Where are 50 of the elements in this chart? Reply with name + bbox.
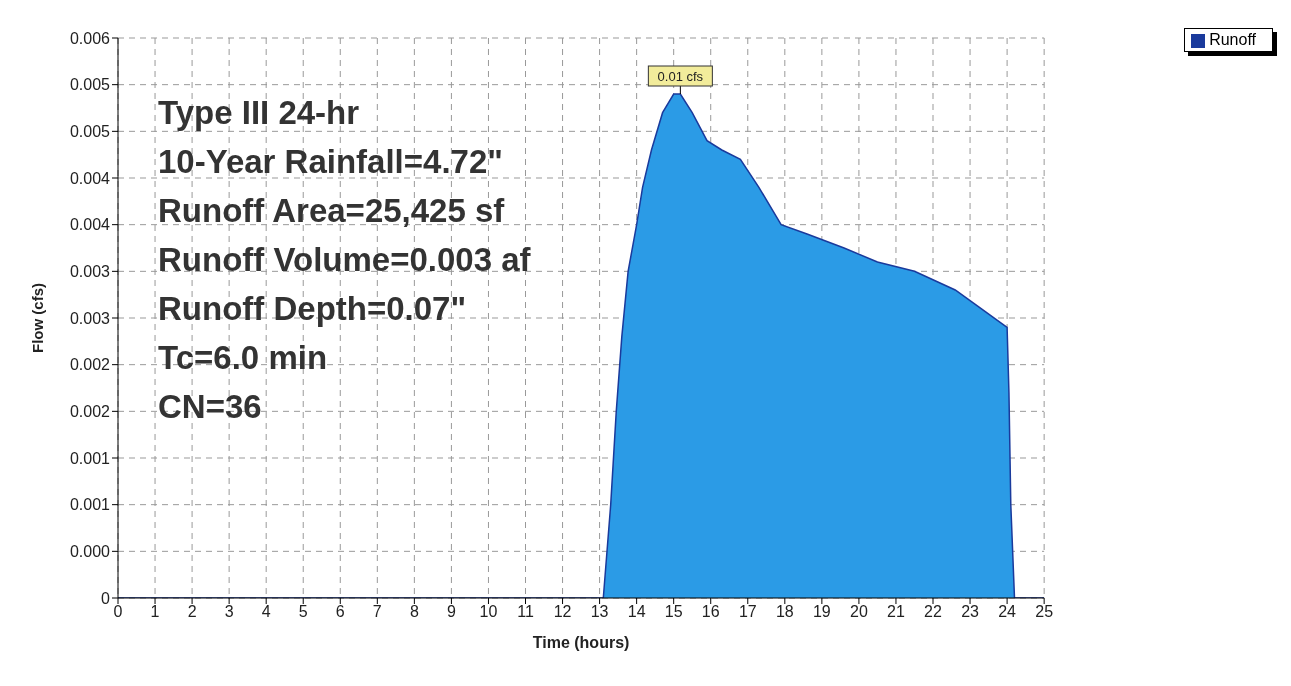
x-tick-label: 6 xyxy=(335,603,345,621)
x-tick-label: 14 xyxy=(627,603,646,621)
annotation: 0.01 cfs xyxy=(657,69,704,84)
x-tick-label: 7 xyxy=(372,603,382,621)
x-tick-label: 9 xyxy=(446,603,456,621)
y-tick-label: 0.005 xyxy=(69,76,111,94)
x-tick-label: 17 xyxy=(738,603,757,621)
x-tick-label: 0 xyxy=(113,603,123,621)
annotation: Runoff Area=25,425 sf xyxy=(158,191,506,231)
y-tick-label: 0 xyxy=(101,589,111,607)
x-tick-label: 21 xyxy=(887,603,905,621)
y-tick-label: 0.004 xyxy=(69,169,111,187)
x-tick-label: 20 xyxy=(850,603,868,621)
y-tick-label: 0.003 xyxy=(69,309,111,327)
y-tick-label: 0.001 xyxy=(69,449,111,467)
annotation: Runoff Volume=0.003 af xyxy=(158,240,531,280)
x-tick-label: 5 xyxy=(298,603,308,621)
legend-label: Runoff xyxy=(1209,31,1256,48)
x-tick-label: 16 xyxy=(701,603,720,621)
x-tick-label: 19 xyxy=(812,603,831,621)
x-tick-label: 2 xyxy=(187,603,197,621)
x-tick-label: 22 xyxy=(924,603,942,621)
x-tick-label: 25 xyxy=(1035,603,1054,621)
x-tick-label: 3 xyxy=(224,603,234,621)
x-tick-label: 8 xyxy=(409,603,419,621)
x-axis-title: Time (hours) xyxy=(532,634,630,651)
annotation: CN=36 xyxy=(158,387,263,427)
x-tick-label: 1 xyxy=(150,603,160,621)
x-tick-label: 15 xyxy=(664,603,683,621)
annotation: Tc=6.0 min xyxy=(158,338,329,378)
x-tick-label: 11 xyxy=(517,603,534,621)
x-tick-label: 23 xyxy=(961,603,980,621)
y-tick-label: 0.006 xyxy=(69,29,111,47)
y-tick-label: 0.002 xyxy=(69,356,111,374)
annotation: Type III 24-hr xyxy=(158,93,361,133)
x-tick-label: 10 xyxy=(479,603,498,621)
x-tick-label: 13 xyxy=(590,603,609,621)
y-tick-label: 0.003 xyxy=(69,263,111,281)
y-tick-label: 0.002 xyxy=(69,403,111,421)
x-tick-label: 24 xyxy=(998,603,1017,621)
annotation: 10-Year Rainfall=4.72" xyxy=(158,142,504,182)
x-tick-label: 4 xyxy=(261,603,271,621)
y-tick-label: 0.005 xyxy=(69,123,111,141)
y-axis-title: Flow (cfs) xyxy=(29,283,47,353)
y-tick-label: 0.001 xyxy=(69,496,111,514)
annotation: Runoff Depth=0.07" xyxy=(158,289,468,329)
x-tick-label: 12 xyxy=(553,603,572,621)
y-tick-label: 0.000 xyxy=(69,543,111,561)
y-tick-label: 0.004 xyxy=(69,216,111,234)
x-tick-label: 18 xyxy=(775,603,794,621)
